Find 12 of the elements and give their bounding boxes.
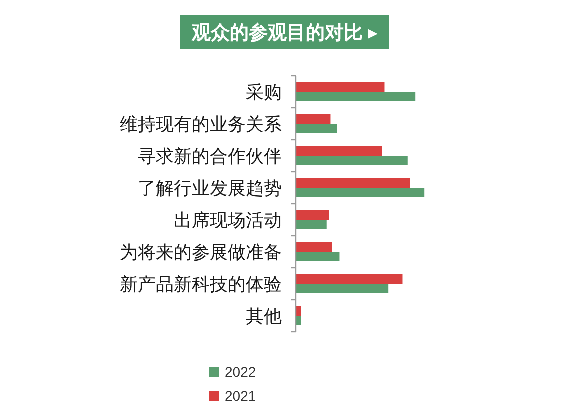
y-tick-label: 了解行业发展趋势 bbox=[138, 178, 282, 198]
legend-label: 2022 bbox=[225, 364, 256, 380]
y-tick-label: 为将来的参展做准备 bbox=[120, 242, 282, 262]
title: 观众的参观目的对比 ▸ bbox=[180, 15, 390, 49]
y-tick-label: 寻求新的合作伙伴 bbox=[138, 146, 282, 166]
y-tick-label: 新产品新科技的体验 bbox=[120, 274, 282, 294]
y-tick-label: 维持现有的业务关系 bbox=[120, 114, 282, 134]
y-tick-label: 其他 bbox=[246, 306, 282, 326]
legend-label: 2021 bbox=[225, 388, 256, 404]
y-tick-label: 出席现场活动 bbox=[174, 210, 282, 230]
y-tick-label: 采购 bbox=[246, 82, 282, 102]
chart-title: 观众的参观目的对比 ▸ bbox=[191, 22, 378, 44]
